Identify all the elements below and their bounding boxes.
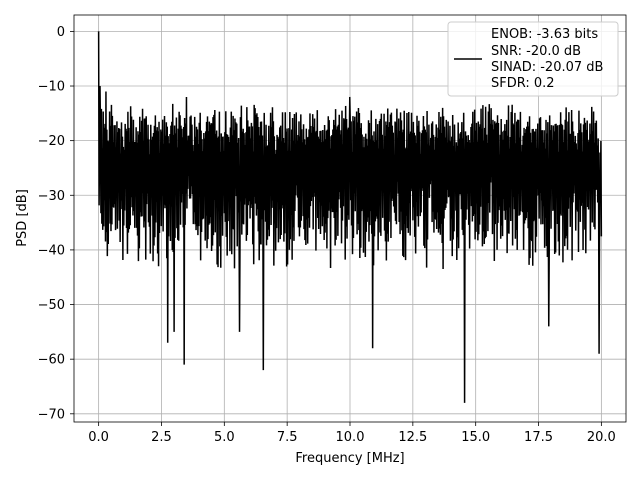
y-tick-label: −30 xyxy=(38,189,65,204)
legend-entry-sinad: SINAD: -20.07 dB xyxy=(491,60,603,75)
x-tick-label: 10.0 xyxy=(336,430,365,445)
x-axis-ticks: 0.0 2.5 5.0 7.5 10.0 12.5 15.0 17.5 20.0 xyxy=(88,422,616,445)
x-tick-label: 17.5 xyxy=(524,430,553,445)
y-tick-label: −60 xyxy=(38,353,65,368)
y-axis-ticks: 0 −10 −20 −30 −40 −50 −60 −70 xyxy=(38,25,74,422)
y-axis-label: PSD [dB] xyxy=(15,189,30,247)
y-tick-label: −50 xyxy=(38,298,65,313)
x-tick-label: 2.5 xyxy=(151,430,172,445)
x-tick-label: 12.5 xyxy=(398,430,427,445)
x-tick-label: 0.0 xyxy=(88,430,109,445)
legend-entry-sfdr: SFDR: 0.2 xyxy=(491,76,555,91)
x-tick-label: 20.0 xyxy=(587,430,616,445)
y-tick-label: −10 xyxy=(38,80,65,95)
x-axis-label: Frequency [MHz] xyxy=(295,451,404,466)
psd-series-line xyxy=(97,31,603,403)
y-tick-label: −40 xyxy=(38,243,65,258)
x-tick-label: 7.5 xyxy=(277,430,298,445)
y-tick-label: −70 xyxy=(38,407,65,422)
x-tick-label: 5.0 xyxy=(214,430,235,445)
plot-area xyxy=(97,31,603,403)
y-tick-label: 0 xyxy=(57,25,65,40)
legend-entry-enob: ENOB: -3.63 bits xyxy=(491,27,598,42)
legend-box xyxy=(447,21,619,97)
y-tick-label: −20 xyxy=(38,134,65,149)
legend: ENOB: -3.63 bits SNR: -20.0 dB SINAD: -2… xyxy=(447,21,619,97)
legend-entry-snr: SNR: -20.0 dB xyxy=(491,44,581,59)
x-tick-label: 15.0 xyxy=(461,430,490,445)
